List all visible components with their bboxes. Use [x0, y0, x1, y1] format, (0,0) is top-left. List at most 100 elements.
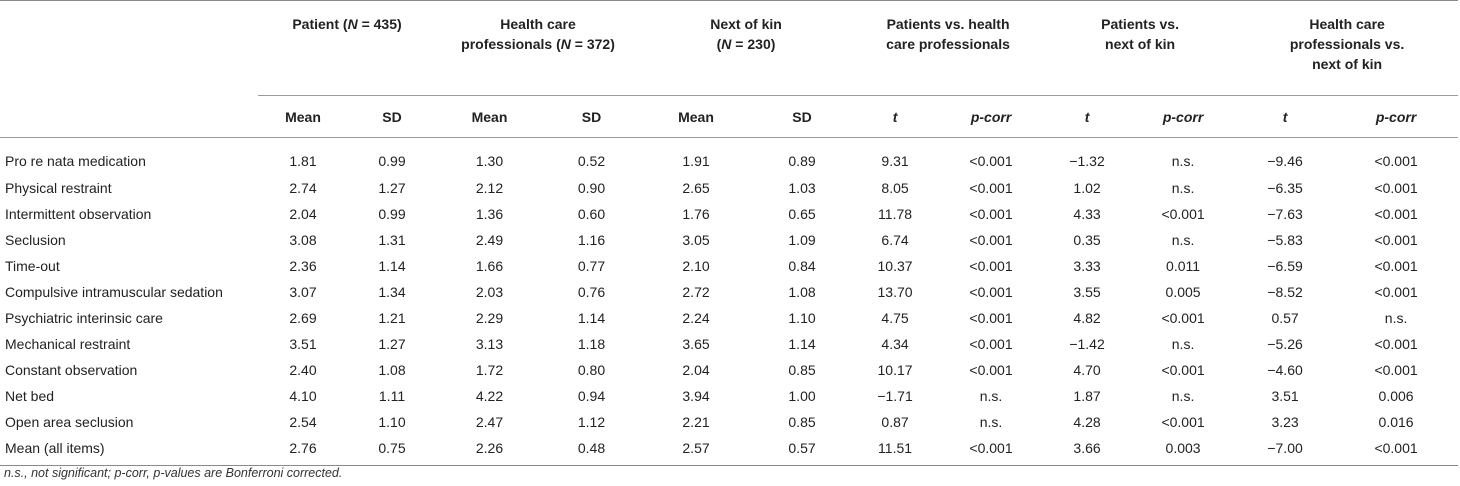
group-label-line: care professionals: [886, 36, 1010, 52]
col-header: t: [852, 95, 939, 138]
table-cell: 1.81: [289, 152, 317, 169]
table-cell: 1.66: [475, 258, 504, 274]
table-cell: <0.001: [1374, 152, 1418, 169]
table-cell: 1.91: [682, 152, 710, 169]
table-cell: −1.42: [1069, 336, 1105, 352]
table-cell: −5.83: [1267, 232, 1303, 248]
table-cell: 3.55: [1073, 284, 1101, 300]
table-cell: 1.31: [378, 232, 406, 248]
group-header-professionals-vs-kin: Health care professionals vs. next of ki…: [1236, 0, 1459, 96]
table-cell: 1.14: [378, 258, 406, 274]
col-header: t: [1044, 95, 1131, 138]
table-cell: 3.07: [289, 284, 317, 300]
table-cell: 3.13: [475, 336, 504, 352]
table-cell: 10.37: [877, 258, 913, 274]
group-label-line: professionals vs.: [1289, 36, 1405, 52]
table-row: Time-out 2.36 1.14 1.66 0.77 2.10 0.84 10.37 <0.…: [0, 253, 1458, 279]
group-label-line: next of kin: [1105, 36, 1176, 52]
table-cell: <0.001: [1374, 180, 1418, 196]
table-cell: 1.18: [577, 336, 606, 352]
group-label-line: Patients vs.: [1101, 16, 1179, 32]
table-cell: 0.80: [577, 362, 606, 378]
table-cell: <0.001: [969, 362, 1013, 378]
table-cell: <0.001: [969, 310, 1013, 326]
table-cell: −6.59: [1267, 258, 1303, 274]
table-cell: 1.11: [378, 388, 406, 404]
table-cell: 2.76: [258, 435, 348, 466]
group-label-line: next of kin: [1312, 56, 1383, 72]
results-table: Patient (N = 435) Health care profession…: [0, 0, 1459, 466]
table-cell: 2.12: [475, 180, 504, 196]
table-cell: 10.17: [877, 362, 913, 378]
table-cell: 2.72: [682, 284, 710, 300]
table-cell: 2.36: [289, 258, 317, 274]
table-cell: 0.84: [788, 258, 816, 274]
table-cell: 2.24: [682, 310, 710, 326]
table-cell: <0.001: [1161, 310, 1205, 326]
table-cell: 0.003: [1130, 435, 1237, 466]
table-cell: −1.71: [877, 388, 913, 404]
row-label: Intermittent observation: [5, 206, 152, 222]
row-label: Compulsive intramuscular sedation: [5, 284, 223, 300]
table-cell: 0.60: [577, 206, 606, 222]
footnote: n.s., not significant; p-corr, p-values …: [4, 466, 343, 480]
table-cell: 1.34: [378, 284, 406, 300]
table-row: Psychiatric interinsic care 2.69 1.21 2.29 1…: [0, 305, 1458, 331]
table-cell: <0.001: [1374, 362, 1418, 378]
table-cell: <0.001: [1374, 206, 1418, 222]
table-cell: 3.51: [1271, 388, 1299, 404]
col-header: t: [1236, 95, 1335, 138]
table-cell: 1.21: [378, 310, 406, 326]
table-cell: 0.85: [788, 414, 816, 430]
table-cell: 0.48: [543, 435, 641, 466]
table-cell: 0.94: [577, 388, 606, 404]
table-cell: 1.09: [788, 232, 816, 248]
table-cell: n.s.: [1171, 152, 1195, 169]
table-cell: 2.26: [436, 435, 543, 466]
row-label: Psychiatric interinsic care: [5, 310, 163, 326]
group-label-line: Patients vs. health: [886, 16, 1010, 32]
table-cell: <0.001: [969, 152, 1013, 169]
group-label-line: (N = 230): [716, 36, 776, 52]
table-cell: 4.70: [1073, 362, 1101, 378]
table-cell: 1.76: [682, 206, 710, 222]
table-cell: 0.52: [577, 152, 606, 169]
table-cell: 0.57: [752, 435, 853, 466]
table-cell: 0.005: [1165, 284, 1201, 300]
table-cell: 0.57: [1271, 310, 1299, 326]
table-cell: 1.72: [475, 362, 504, 378]
table-cell: 6.74: [881, 232, 909, 248]
table-cell: n.s.: [1171, 388, 1195, 404]
col-header: SD: [348, 95, 436, 138]
table-cell: 4.75: [881, 310, 909, 326]
table-row: Mean (all items) 2.76 0.75 2.26 0.48 2.57 0.57…: [0, 435, 1459, 466]
table-row: Intermittent observation 2.04 0.99 1.36 0.60…: [0, 201, 1458, 227]
table-cell: <0.001: [969, 258, 1013, 274]
table-cell: <0.001: [969, 284, 1013, 300]
group-label-line: Next of kin: [710, 16, 782, 32]
table-cell: 0.65: [788, 206, 816, 222]
row-label: Pro re nata medication: [5, 152, 146, 169]
row-label: Time-out: [5, 258, 60, 274]
table-cell: 4.28: [1073, 414, 1101, 430]
table-cell: 1.36: [475, 206, 504, 222]
table-cell: n.s.: [1171, 232, 1195, 248]
row-label: Net bed: [5, 388, 55, 404]
table-cell: −8.52: [1267, 284, 1303, 300]
table-cell: 1.30: [475, 152, 504, 169]
row-label: Physical restraint: [5, 180, 112, 196]
table-cell: <0.001: [1374, 336, 1418, 352]
table-cell: <0.001: [969, 180, 1013, 196]
table-cell: 1.00: [788, 388, 816, 404]
table-cell: 0.35: [1073, 232, 1101, 248]
col-header: SD: [752, 95, 853, 138]
table-cell: 0.76: [577, 284, 606, 300]
table-cell: 1.16: [577, 232, 606, 248]
row-label: Seclusion: [5, 232, 66, 248]
table-cell: <0.001: [969, 232, 1013, 248]
table-cell: 0.87: [881, 414, 909, 430]
table-cell: 2.49: [475, 232, 504, 248]
table-cell: n.s.: [1171, 180, 1195, 196]
table-cell: 13.70: [877, 284, 913, 300]
stub-subheader: [0, 95, 258, 138]
